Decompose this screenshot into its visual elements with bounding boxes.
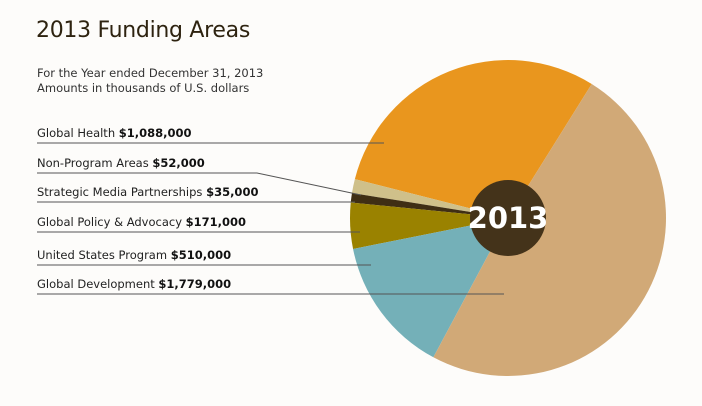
slice-label-value: $1,779,000 [158,277,231,291]
pie-center-label: 2013 [468,201,549,235]
slice-label-name: Global Policy & Advocacy [37,215,186,229]
slice-label-name: Global Development [37,277,158,291]
chart-title: 2013 Funding Areas [36,18,250,43]
pie-slice-strategic-media-partnerships [350,193,508,218]
slice-label: Global Policy & Advocacy $171,000 [37,215,246,229]
pie-slice-united-states-program [353,218,508,358]
slice-label-name: Global Health [37,126,119,140]
slice-label-value: $171,000 [186,215,246,229]
chart-subtitle-period: For the Year ended December 31, 2013 [37,66,264,80]
slice-label-name: Non-Program Areas [37,156,152,170]
pie-slice-global-development [433,84,667,377]
pie-slice-global-policy-advocacy [350,202,508,249]
slice-label: Non-Program Areas $52,000 [37,156,205,170]
slice-label: Global Health $1,088,000 [37,126,192,140]
leader-line [37,172,362,196]
slice-label: Global Development $1,779,000 [37,277,231,291]
slice-label-value: $1,088,000 [119,126,192,140]
slice-label-name: United States Program [37,248,171,262]
slice-label-value: $510,000 [171,248,231,262]
slice-label-value: $35,000 [206,185,258,199]
slice-label-value: $52,000 [152,156,204,170]
pie-center-circle [470,180,546,256]
slice-label: United States Program $510,000 [37,248,231,262]
slice-label: Strategic Media Partnerships $35,000 [37,185,258,199]
slice-label-name: Strategic Media Partnerships [37,185,206,199]
chart-subtitle-units: Amounts in thousands of U.S. dollars [37,81,250,95]
pie-slice-global-health [354,60,592,219]
pie-slice-non-program-areas [351,179,508,218]
